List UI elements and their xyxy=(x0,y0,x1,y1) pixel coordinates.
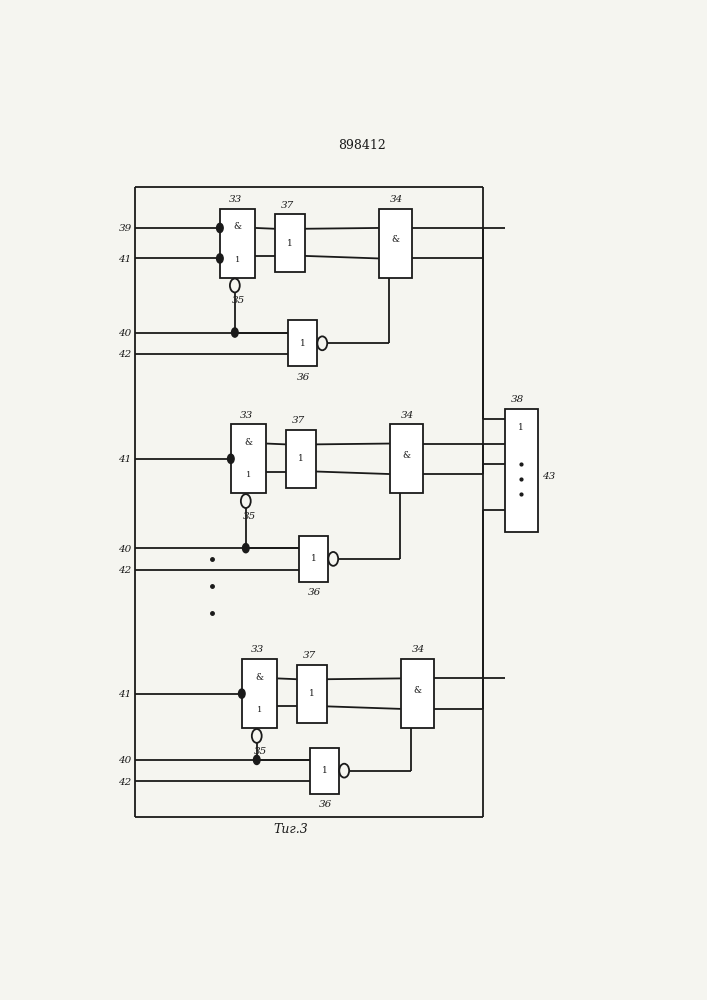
Text: 41: 41 xyxy=(119,455,132,464)
Text: 33: 33 xyxy=(229,195,242,204)
Bar xyxy=(231,424,267,493)
Text: &: & xyxy=(234,222,242,231)
Circle shape xyxy=(228,454,234,463)
Text: Τиг.3: Τиг.3 xyxy=(274,823,308,836)
Bar xyxy=(299,536,328,582)
Text: 39: 39 xyxy=(119,224,132,233)
Text: 1: 1 xyxy=(246,471,251,479)
Bar xyxy=(505,409,538,532)
Text: 1: 1 xyxy=(322,766,327,775)
Text: 36: 36 xyxy=(308,588,321,597)
Circle shape xyxy=(232,328,238,337)
Text: 40: 40 xyxy=(119,756,132,765)
Circle shape xyxy=(238,689,245,698)
Bar xyxy=(288,320,317,366)
Text: 40: 40 xyxy=(119,545,132,554)
Text: 1: 1 xyxy=(309,689,315,698)
Bar xyxy=(242,659,277,728)
Text: 37: 37 xyxy=(292,416,305,425)
Bar xyxy=(297,665,327,723)
Text: 1: 1 xyxy=(257,706,262,714)
Bar xyxy=(220,209,255,278)
Bar xyxy=(286,430,316,488)
Text: &: & xyxy=(256,673,264,682)
Text: &: & xyxy=(402,451,410,460)
Text: 40: 40 xyxy=(119,329,132,338)
Bar xyxy=(379,209,411,278)
Text: 43: 43 xyxy=(542,472,555,481)
Text: 36: 36 xyxy=(319,800,332,809)
Text: 41: 41 xyxy=(119,690,132,699)
Text: 42: 42 xyxy=(119,566,132,575)
Circle shape xyxy=(243,543,249,553)
Text: 35: 35 xyxy=(243,512,257,521)
Text: &: & xyxy=(391,235,399,244)
Text: 1: 1 xyxy=(287,239,293,248)
Circle shape xyxy=(216,254,223,263)
Text: 34: 34 xyxy=(412,645,426,654)
Text: 38: 38 xyxy=(511,395,525,404)
Text: 35: 35 xyxy=(254,747,267,756)
Circle shape xyxy=(216,223,223,233)
Text: 34: 34 xyxy=(402,411,414,420)
Text: 37: 37 xyxy=(303,651,316,660)
Bar xyxy=(275,214,305,272)
Text: 36: 36 xyxy=(297,373,310,382)
Text: 1: 1 xyxy=(298,454,303,463)
Text: 35: 35 xyxy=(232,296,245,305)
Text: 33: 33 xyxy=(251,645,264,654)
Text: 34: 34 xyxy=(390,195,404,204)
Circle shape xyxy=(254,755,260,764)
Text: 33: 33 xyxy=(240,411,253,420)
Text: 1: 1 xyxy=(235,256,240,264)
Text: 41: 41 xyxy=(119,255,132,264)
Text: 898412: 898412 xyxy=(339,139,386,152)
Text: 1: 1 xyxy=(310,554,317,563)
Text: &: & xyxy=(245,438,252,447)
Text: &: & xyxy=(413,686,421,695)
Text: 42: 42 xyxy=(119,778,132,787)
Bar xyxy=(390,424,423,493)
Text: 42: 42 xyxy=(119,350,132,359)
Text: 37: 37 xyxy=(281,201,294,210)
Bar xyxy=(310,748,339,794)
Text: 1: 1 xyxy=(300,339,305,348)
Text: 1: 1 xyxy=(518,423,524,432)
Bar xyxy=(401,659,433,728)
